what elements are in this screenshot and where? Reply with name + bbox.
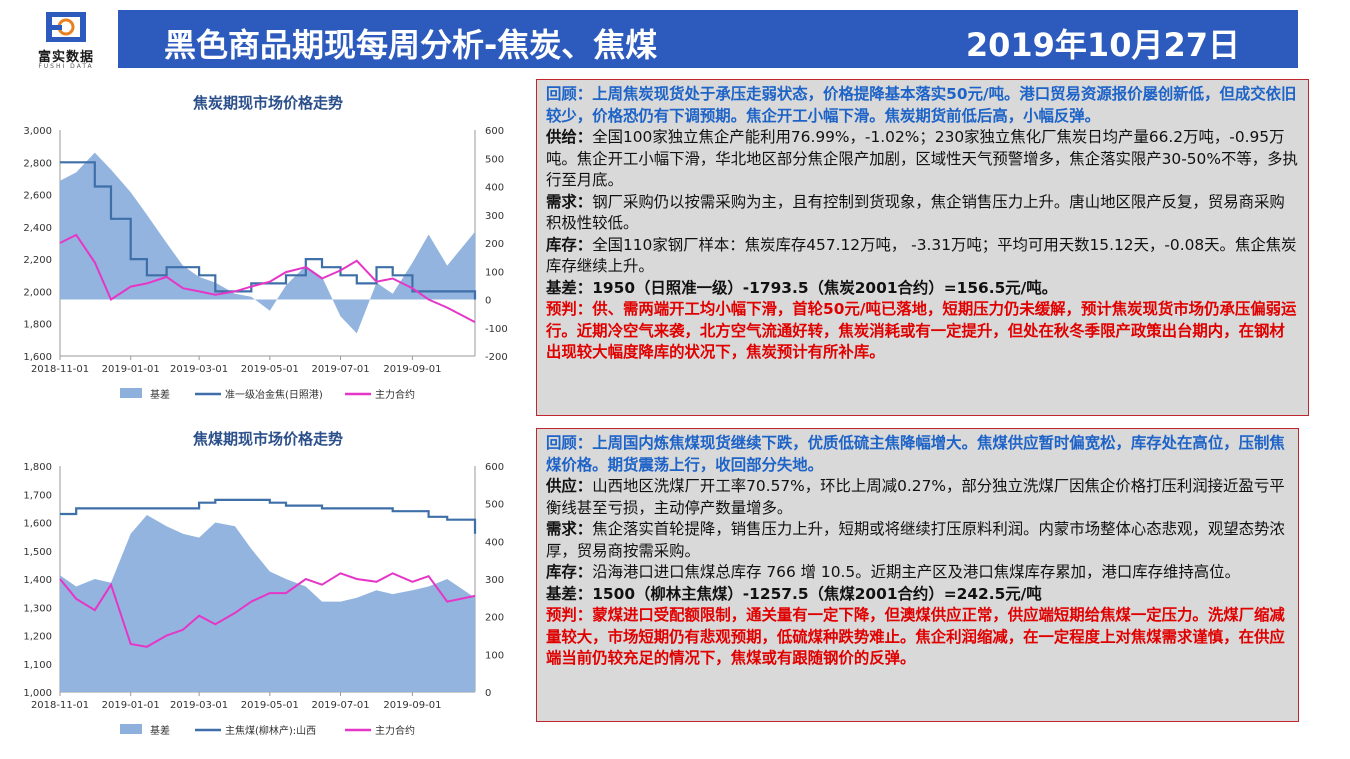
y-left-tick-label: 1,800 <box>23 320 52 331</box>
spot-price-line <box>60 161 477 300</box>
y-left-tick-label: 1,300 <box>23 603 52 614</box>
coal-basis: 基差：1500（柳林主焦煤）-1257.5（焦煤2001合约）=242.5元/吨 <box>546 584 1042 603</box>
y-left-tick-label: 3,000 <box>23 126 52 137</box>
page-title: 黑色商品期现每周分析-焦炭、焦煤 <box>164 26 658 64</box>
chart-title: 焦煤期现市场价格走势 <box>192 430 343 448</box>
coke-inventory: 库存：全国110家钢厂样本：焦炭库存457.12万吨， -3.31万吨；平均可用… <box>546 235 1297 276</box>
coal-inventory: 库存：沿海港口进口焦煤总库存 766 增 10.5。近期主产区及港口焦煤库存累加… <box>546 563 1240 581</box>
y-right-tick-label: 100 <box>485 650 504 661</box>
coal-demand: 需求：焦企落实首轮提降，销售压力上升，短期或将继续打压原料利润。内蒙市场整体心态… <box>546 520 1285 560</box>
coke-price-chart: 焦炭期现市场价格走势 1,600 1,800 2,000 2,200 2,400 2,600… <box>0 82 535 422</box>
x-tick-label: 2018-11-01 <box>31 700 89 711</box>
y-right-tick-label: 200 <box>485 613 504 624</box>
coal-supply: 供应：山西地区洗煤厂开工率70.57%，环比上周减0.27%，部分独立洗煤厂因焦… <box>546 477 1285 517</box>
y-right-tick-label: 0 <box>485 688 491 699</box>
y-right-tick-label: 0 <box>485 296 491 307</box>
coking-coal-analysis-panel: 回顾：上周国内炼焦煤现货继续下跌，优质低硫主焦降幅增大。焦煤供应暂时偏宽松，库存… <box>536 428 1299 722</box>
y-left-tick-label: 1,100 <box>23 660 52 671</box>
legend-swatch <box>120 724 142 734</box>
coal-review: 回顾：上周国内炼焦煤现货继续下跌，优质低硫主焦降幅增大。焦煤供应暂时偏宽松，库存… <box>546 434 1285 474</box>
y-left-tick-label: 1,700 <box>23 490 52 501</box>
futures-contract-line <box>59 233 476 323</box>
x-tick-label: 2019-01-01 <box>102 700 160 711</box>
y-left-tick-label: 2,000 <box>23 287 52 298</box>
y-right-tick-label: 300 <box>485 575 504 586</box>
legend-label: 主力合约 <box>375 724 415 737</box>
y-left-tick-label: 2,200 <box>23 255 52 266</box>
y-right-tick-label: 200 <box>485 239 504 250</box>
y-left-tick-label: 2,600 <box>23 191 52 202</box>
y-right-tick-label: -200 <box>485 352 508 363</box>
x-tick-label: 2018-11-01 <box>31 364 89 375</box>
x-tick-label: 2019-03-01 <box>170 700 228 711</box>
y-right-tick-label: -100 <box>485 324 508 335</box>
company-logo: 富实数据 FUSHI DATA <box>14 8 118 70</box>
legend-label: 基差 <box>150 724 170 737</box>
coke-review: 回顾：上周焦炭现货处于承压走弱状态，价格提降基本落实50元/吨。港口贸易资源报价… <box>546 85 1297 125</box>
x-tick-label: 2019-01-01 <box>102 364 160 375</box>
y-right-tick-label: 400 <box>485 183 504 194</box>
legend-label: 主焦煤(柳林产):山西 <box>225 724 316 737</box>
report-date: 2019年10月27日 <box>965 26 1240 64</box>
x-tick-label: 2019-03-01 <box>170 364 228 375</box>
legend-swatch <box>120 388 142 398</box>
basis-area <box>60 152 475 334</box>
coke-basis: 基差：1950（日照准一级）-1793.5（焦炭2001合约）=156.5元/吨… <box>546 278 1058 297</box>
y-left-tick-label: 1,200 <box>23 632 52 643</box>
y-left-tick-label: 1,400 <box>23 575 52 586</box>
y-right-tick-label: 400 <box>485 537 504 548</box>
x-tick-label: 2019-07-01 <box>311 700 369 711</box>
spot-price-line <box>60 498 477 534</box>
header-banner: 黑色商品期现每周分析-焦炭、焦煤 2019年10月27日 <box>118 10 1298 68</box>
chart-title: 焦炭期现市场价格走势 <box>192 94 343 112</box>
x-tick-label: 2019-07-01 <box>311 364 369 375</box>
logo-subtext: FUSHI DATA <box>38 63 94 70</box>
legend-label: 主力合约 <box>375 388 415 401</box>
y-right-tick-label: 300 <box>485 211 504 222</box>
coke-analysis-panel: 回顾：上周焦炭现货处于承压走弱状态，价格提降基本落实50元/吨。港口贸易资源报价… <box>536 79 1309 416</box>
y-left-tick-label: 1,500 <box>23 547 52 558</box>
legend-label: 准一级冶金焦(日照港) <box>225 388 323 401</box>
y-right-tick-label: 100 <box>485 267 504 278</box>
y-left-tick-label: 1,000 <box>23 688 52 699</box>
coke-supply: 供给：全国100家独立焦企产能利用76.99%，-1.02%；230家独立焦化厂… <box>546 128 1298 189</box>
coke-demand: 需求：钢厂采购仍以按需采购为主，且有控制到货现象，焦企销售压力上升。唐山地区限产… <box>546 192 1285 233</box>
y-right-tick-label: 500 <box>485 154 504 165</box>
chart-svg: 焦炭期现市场价格走势 1,600 1,800 2,000 2,200 2,400 2,600… <box>23 94 508 401</box>
y-left-tick-label: 1,800 <box>23 462 52 473</box>
logo-text: 富实数据 <box>37 50 94 65</box>
x-tick-label: 2019-05-01 <box>241 700 299 711</box>
coal-forecast: 预判：蒙煤进口受配额限制，通关量有一定下降，但澳煤供应正常，供应端短期给焦煤一定… <box>546 606 1285 667</box>
legend-label: 基差 <box>150 388 170 401</box>
x-tick-label: 2019-09-01 <box>383 364 441 375</box>
y-left-tick-label: 2,800 <box>23 158 52 169</box>
y-right-tick-label: 500 <box>485 500 504 511</box>
y-left-tick-label: 1,600 <box>23 519 52 530</box>
coke-forecast: 预判：供、需两端开工均小幅下滑，首轮50元/吨已落地，短期压力仍未缓解，预计焦炭… <box>546 300 1297 361</box>
y-left-tick-label: 2,400 <box>23 223 52 234</box>
chart-svg: 焦煤期现市场价格走势 1,000 1,100 1,200 1,300 1,400 1,500… <box>23 430 504 737</box>
y-left-tick-label: 1,600 <box>23 352 52 363</box>
coking-coal-price-chart: 焦煤期现市场价格走势 1,000 1,100 1,200 1,300 1,400 1,500… <box>0 418 535 758</box>
basis-area <box>60 515 475 692</box>
x-tick-label: 2019-05-01 <box>241 364 299 375</box>
y-right-tick-label: 600 <box>485 126 504 137</box>
futures-contract-line <box>59 572 476 648</box>
logo-mark-icon <box>46 12 86 42</box>
x-tick-label: 2019-09-01 <box>383 700 441 711</box>
y-right-tick-label: 600 <box>485 462 504 473</box>
